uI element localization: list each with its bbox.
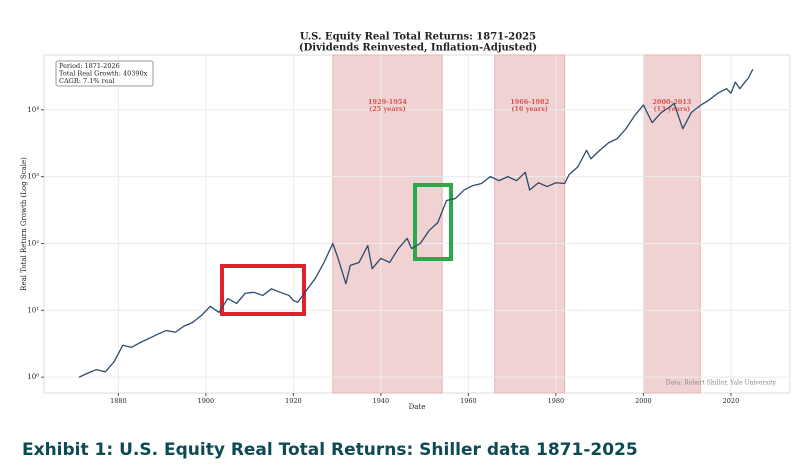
shaded-region — [642, 54, 701, 394]
highlight-box-red — [220, 264, 306, 316]
annotation-box — [55, 60, 154, 87]
x-tick-label: 1920 — [285, 397, 302, 405]
shaded-region — [494, 54, 566, 394]
shaded-region — [332, 54, 443, 394]
region-label: 1966-1982 — [510, 98, 549, 106]
annotation-line: CAGR: 7.1% real — [59, 77, 115, 85]
x-tick-label: 1940 — [373, 397, 390, 405]
region-sublabel: (25 years) — [369, 105, 406, 113]
region-sublabel: (13 years) — [654, 105, 691, 113]
x-tick-label: 1980 — [548, 397, 565, 405]
caption: Exhibit 1: U.S. Equity Real Total Return… — [22, 440, 638, 460]
region-label: 2000-2013 — [652, 98, 691, 106]
chart-title: U.S. Equity Real Total Returns: 1871-202… — [300, 32, 536, 43]
regions — [332, 54, 701, 394]
x-tick-label: 2000 — [635, 397, 652, 405]
chart-subtitle: (Dividends Reinvested, Inflation-Adjuste… — [299, 43, 537, 54]
y-tick-label: 10² — [27, 239, 39, 247]
y-tick-label: 10⁴ — [27, 106, 39, 114]
x-tick-label: 2020 — [723, 397, 740, 405]
y-tick-label: 10³ — [27, 173, 39, 181]
region-sublabel: (16 years) — [511, 105, 548, 113]
annotation-line: Period: 1871-2026 — [59, 62, 120, 70]
y-axis-label: Real Total Return Growth (Log Scale) — [20, 157, 28, 291]
y-tick-label: 10¹ — [27, 306, 39, 314]
x-axis-label: Date — [409, 403, 426, 411]
x-tick-label: 1960 — [460, 397, 477, 405]
region-label: 1929-1954 — [368, 98, 407, 106]
y-tick-label: 10⁰ — [27, 373, 39, 381]
highlight-box-green — [413, 183, 453, 261]
annotation-line: Total Real Growth: 40390x — [59, 70, 148, 78]
x-tick-label: 1900 — [198, 397, 215, 405]
x-tick-label: 1880 — [110, 397, 127, 405]
source-note: Data: Robert Shiller, Yale University — [666, 380, 777, 387]
data-line — [78, 68, 754, 378]
